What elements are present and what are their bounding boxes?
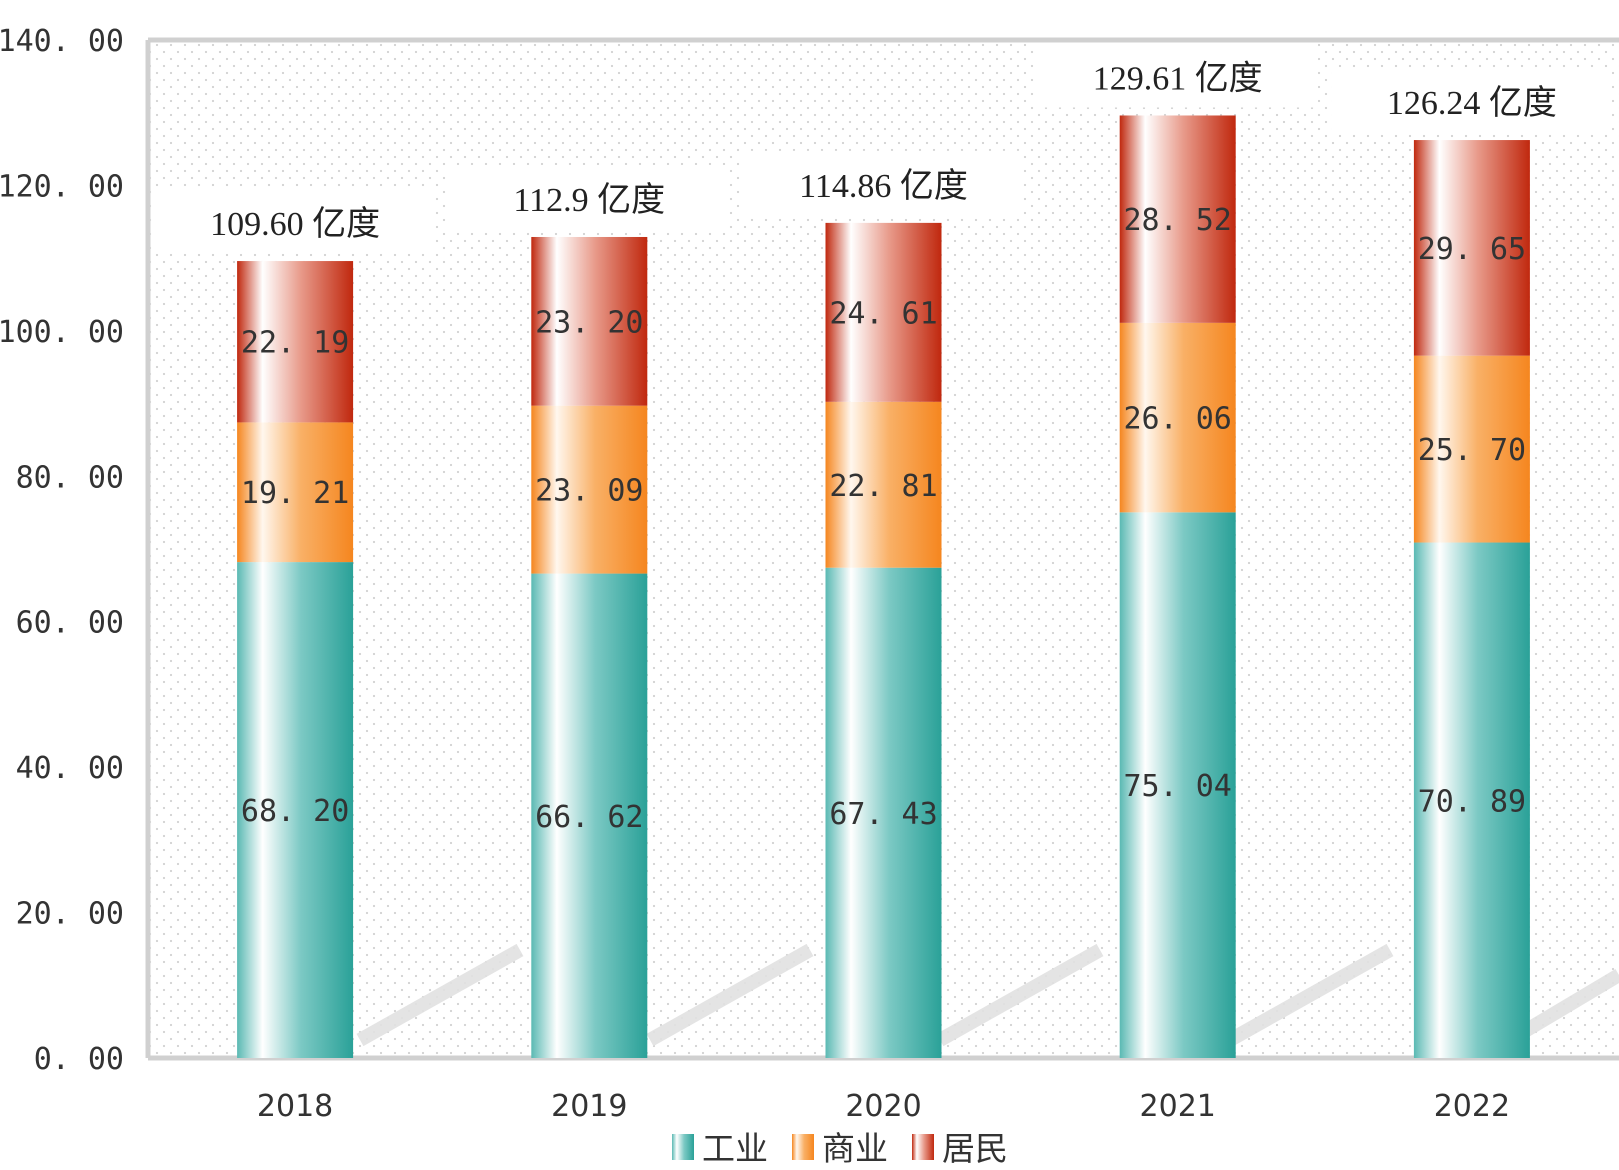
data-label-commerce: 23. 09 — [535, 474, 643, 509]
data-label-industry: 67. 43 — [829, 797, 937, 832]
total-label-background — [743, 150, 1024, 215]
bar-segment-commerce — [237, 422, 354, 563]
x-tick-label: 2020 — [845, 1089, 921, 1124]
data-label-resident: 28. 52 — [1124, 203, 1232, 238]
total-label: 126.24 亿度 — [1387, 84, 1557, 122]
legend-swatch-commerce — [792, 1134, 814, 1160]
bar-segment-industry — [531, 573, 648, 1058]
y-tick-label: 100. 00 — [0, 315, 124, 350]
total-label-background — [1331, 68, 1612, 133]
bar-segment-resident — [1413, 140, 1530, 356]
bar-segment-industry — [237, 562, 354, 1058]
y-tick-labels: 0. 00 20. 00 40. 00 60. 00 80. 00 100. 00 120.… — [0, 24, 124, 1077]
legend-swatch-industry — [672, 1134, 694, 1160]
data-label-industry: 75. 04 — [1124, 769, 1232, 804]
y-tick-label: 140. 00 — [0, 24, 124, 59]
bar-segment-commerce — [825, 401, 942, 568]
data-label-industry: 68. 20 — [241, 794, 349, 829]
bar-segment-resident — [825, 222, 942, 402]
bar-segment-industry — [825, 567, 942, 1058]
bar-group-2019: 66. 62 23. 09 23. 20 112.9 亿度 — [449, 164, 730, 1058]
data-label-resident: 22. 19 — [241, 326, 349, 361]
bars: 68. 20 19. 21 22. 19 109.60 亿度 66. 62 23. 09 2… — [155, 43, 1612, 1058]
legend-swatch-resident — [912, 1134, 934, 1160]
data-label-resident: 24. 61 — [829, 296, 937, 331]
total-label: 109.60 亿度 — [210, 205, 380, 243]
legend-label-resident: 居民 — [942, 1129, 1008, 1168]
data-label-commerce: 26. 06 — [1124, 402, 1232, 437]
x-tick-label: 2019 — [551, 1089, 627, 1124]
y-tick-label: 0. 00 — [34, 1042, 124, 1077]
legend-label-industry: 工业 — [702, 1129, 768, 1168]
total-label-background — [1037, 43, 1318, 108]
bar-segment-commerce — [531, 405, 648, 574]
bar-segment-commerce — [1119, 322, 1236, 513]
total-label: 129.61 亿度 — [1093, 59, 1263, 97]
data-label-industry: 66. 62 — [535, 800, 643, 835]
bar-segment-industry — [1413, 542, 1530, 1058]
bar-group-2020: 67. 43 22. 81 24. 61 114.86 亿度 — [743, 150, 1024, 1058]
x-tick-label: 2022 — [1434, 1089, 1510, 1124]
bar-segment-commerce — [1413, 355, 1530, 543]
y-tick-label: 60. 00 — [16, 606, 124, 641]
bar-segment-resident — [237, 261, 354, 423]
legend-label-commerce: 商业 — [822, 1129, 888, 1168]
data-label-commerce: 25. 70 — [1418, 433, 1526, 468]
data-label-resident: 23. 20 — [535, 305, 643, 340]
y-tick-label: 80. 00 — [16, 460, 124, 495]
bar-segment-resident — [1119, 115, 1236, 323]
x-tick-labels: 2018 2019 2020 2021 2022 — [257, 1089, 1510, 1124]
data-label-commerce: 19. 21 — [241, 476, 349, 511]
legend: 工业 商业 居民 — [672, 1129, 1008, 1168]
total-label-background — [449, 164, 730, 229]
y-tick-label: 20. 00 — [16, 897, 124, 932]
x-tick-label: 2018 — [257, 1089, 333, 1124]
bar-group-2018: 68. 20 19. 21 22. 19 109.60 亿度 — [155, 189, 436, 1058]
x-tick-label: 2021 — [1140, 1089, 1216, 1124]
data-label-industry: 70. 89 — [1418, 784, 1526, 819]
bar-group-2022: 70. 89 25. 70 29. 65 126.24 亿度 — [1331, 68, 1612, 1058]
y-tick-label: 120. 00 — [0, 169, 124, 204]
bar-segment-industry — [1119, 512, 1236, 1058]
total-label-background — [155, 189, 436, 254]
total-label: 112.9 亿度 — [513, 181, 665, 219]
bar-group-2021: 75. 04 26. 06 28. 52 129.61 亿度 — [1037, 43, 1318, 1058]
data-label-resident: 29. 65 — [1418, 232, 1526, 267]
y-tick-label: 40. 00 — [16, 751, 124, 786]
total-label: 114.86 亿度 — [799, 167, 968, 205]
data-label-commerce: 22. 81 — [829, 469, 937, 504]
bar-segment-resident — [531, 236, 648, 406]
